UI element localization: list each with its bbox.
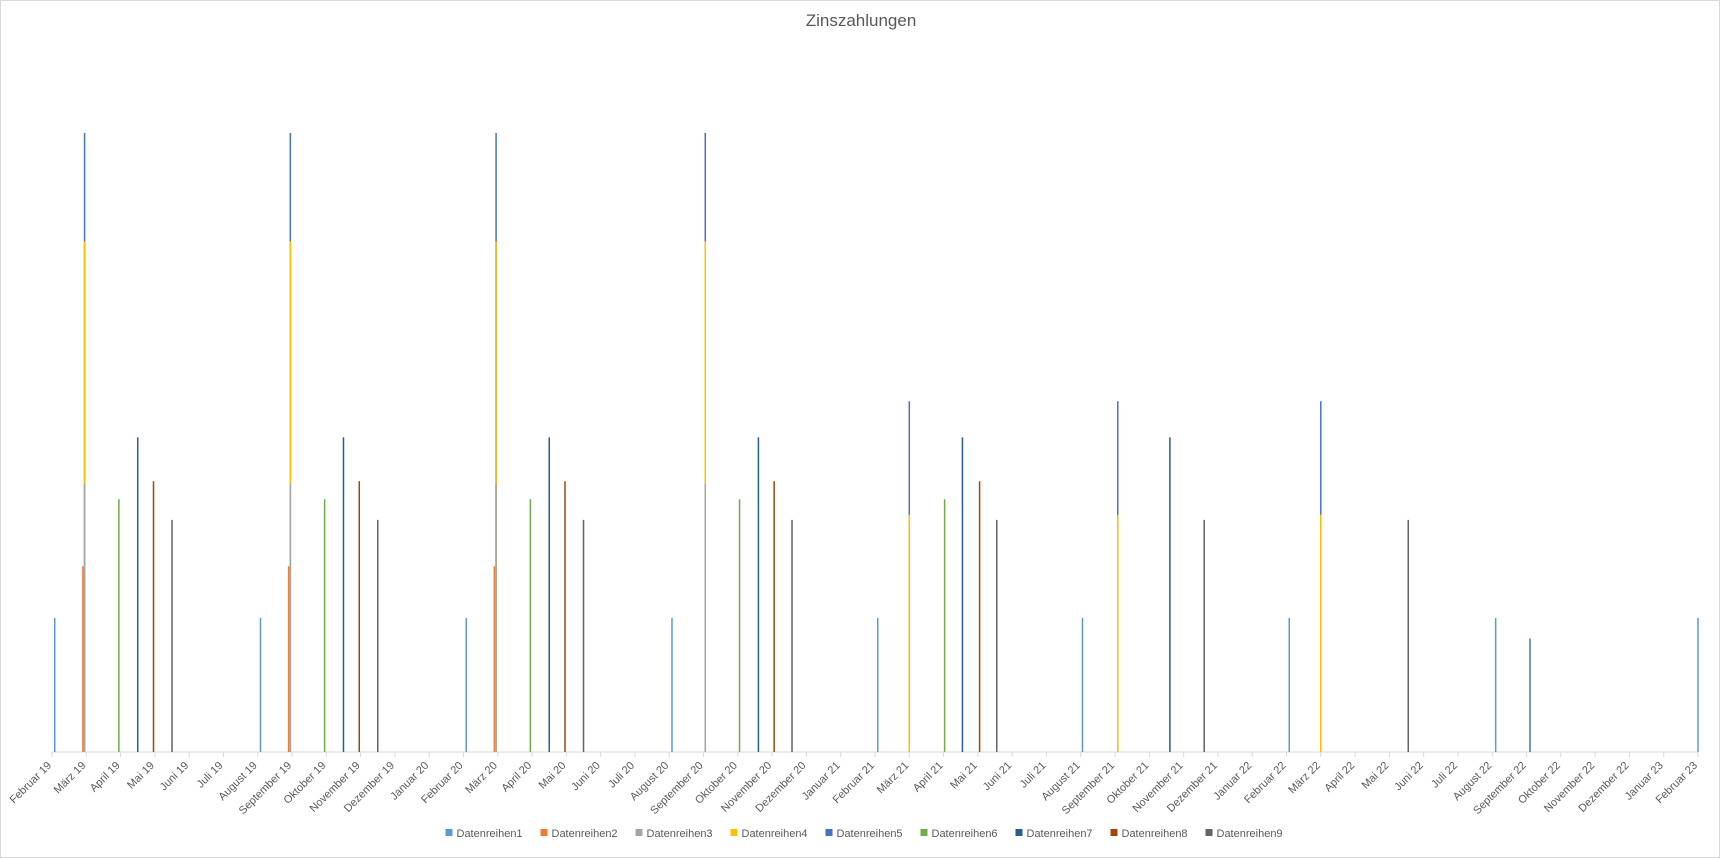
bar-datenreihen4 <box>908 514 911 752</box>
bar-datenreihen8 <box>152 481 155 752</box>
x-tick-label: April 21 <box>911 760 946 795</box>
legend-swatch <box>445 829 453 836</box>
x-tick-label: April 22 <box>1322 760 1357 795</box>
x-tick-label: Mai 21 <box>948 760 980 792</box>
legend-swatch <box>920 829 928 836</box>
legend-label: Datenreihen6 <box>932 828 998 840</box>
bar-datenreihen8 <box>358 481 360 752</box>
bar-datenreihen7 <box>342 437 345 752</box>
legend-label: Datenreihen4 <box>742 828 808 840</box>
x-tick-label: Juli 21 <box>1018 760 1049 791</box>
bar-datenreihen9 <box>791 519 793 753</box>
bar-datenreihen6 <box>323 499 326 752</box>
x-tick-label: Juli 20 <box>606 760 637 791</box>
bar-datenreihen1 <box>465 617 467 752</box>
legend-swatch <box>1015 829 1023 836</box>
legend-label: Datenreihen1 <box>457 828 523 840</box>
bar-datenreihen7 <box>961 437 964 752</box>
x-tick-label: Juli 22 <box>1429 760 1460 791</box>
bar-datenreihen7 <box>757 437 760 752</box>
bar-datenreihen8 <box>564 481 566 752</box>
bar-datenreihen3 <box>289 483 292 752</box>
legend-label: Datenreihen8 <box>1122 828 1188 840</box>
bar-datenreihen1 <box>1697 617 1699 752</box>
bar-datenreihen9 <box>377 519 379 753</box>
bar-datenreihen9 <box>1407 519 1409 753</box>
bar-datenreihen3 <box>495 483 497 752</box>
x-tick-label: Juni 22 <box>1392 760 1426 794</box>
legend-swatch <box>635 829 643 836</box>
bar-datenreihen6 <box>529 499 532 752</box>
x-tick-label: Juni 19 <box>158 760 192 794</box>
bar-datenreihen1 <box>876 617 879 752</box>
x-tick-label: März 21 <box>875 760 912 797</box>
bar-datenreihen6 <box>738 499 741 752</box>
bar-datenreihen8 <box>773 481 775 752</box>
bar-datenreihen2 <box>82 566 84 752</box>
bar-datenreihen8 <box>978 481 981 752</box>
legend-swatch <box>825 829 833 836</box>
x-tick-label: März 20 <box>463 760 500 797</box>
bar-datenreihen9 <box>995 519 998 753</box>
x-tick-label: März 22 <box>1286 760 1323 797</box>
bar-datenreihen3 <box>83 483 86 752</box>
legend-label: Datenreihen3 <box>647 828 713 840</box>
bar-datenreihen6 <box>943 499 946 752</box>
x-tick-label: Mai 19 <box>125 760 157 792</box>
bar-datenreihen7 <box>548 437 550 752</box>
bar-datenreihen3 <box>704 483 707 752</box>
bar-datenreihen6 <box>118 499 120 752</box>
legend-swatch <box>540 829 548 836</box>
bar-datenreihen1 <box>1081 617 1084 752</box>
x-tick-label: April 19 <box>88 760 123 795</box>
bar-datenreihen2 <box>287 566 290 752</box>
x-tick-label: Februar 19 <box>8 760 55 807</box>
chart-title: Zinszahlungen <box>805 11 917 30</box>
bar-datenreihen9 <box>582 519 585 753</box>
x-tick-label: Juni 21 <box>981 760 1015 794</box>
x-tick-label: April 20 <box>499 760 534 795</box>
bar-datenreihen1 <box>1288 617 1290 752</box>
legend-label: Datenreihen5 <box>837 828 903 840</box>
bar-datenreihen1 <box>671 617 673 752</box>
bar-datenreihen4 <box>1117 514 1119 752</box>
legend-label: Datenreihen7 <box>1027 828 1093 840</box>
bar-datenreihen1 <box>1494 617 1497 752</box>
bar-datenreihen9 <box>171 519 173 753</box>
x-tick-label: Mai 22 <box>1360 760 1392 792</box>
legend-swatch <box>1205 829 1213 836</box>
legend-label: Datenreihen2 <box>552 828 618 840</box>
bar-datenreihen1 <box>53 617 56 752</box>
bar-datenreihen7 <box>1169 437 1171 752</box>
x-tick-label: März 19 <box>52 760 89 797</box>
x-tick-label: Juni 20 <box>569 760 603 794</box>
bar-datenreihen7 <box>136 437 139 752</box>
legend-swatch <box>1110 829 1118 836</box>
legend-swatch <box>730 829 738 836</box>
bar-datenreihen4 <box>1320 514 1322 752</box>
x-tick-label: Mai 20 <box>537 760 569 792</box>
bar-datenreihen5 <box>1529 638 1531 752</box>
bar-datenreihen9 <box>1203 519 1205 753</box>
legend-label: Datenreihen9 <box>1217 828 1283 840</box>
x-tick-label: Juli 19 <box>195 760 226 791</box>
bar-datenreihen2 <box>493 566 496 752</box>
bar-datenreihen1 <box>259 617 262 752</box>
